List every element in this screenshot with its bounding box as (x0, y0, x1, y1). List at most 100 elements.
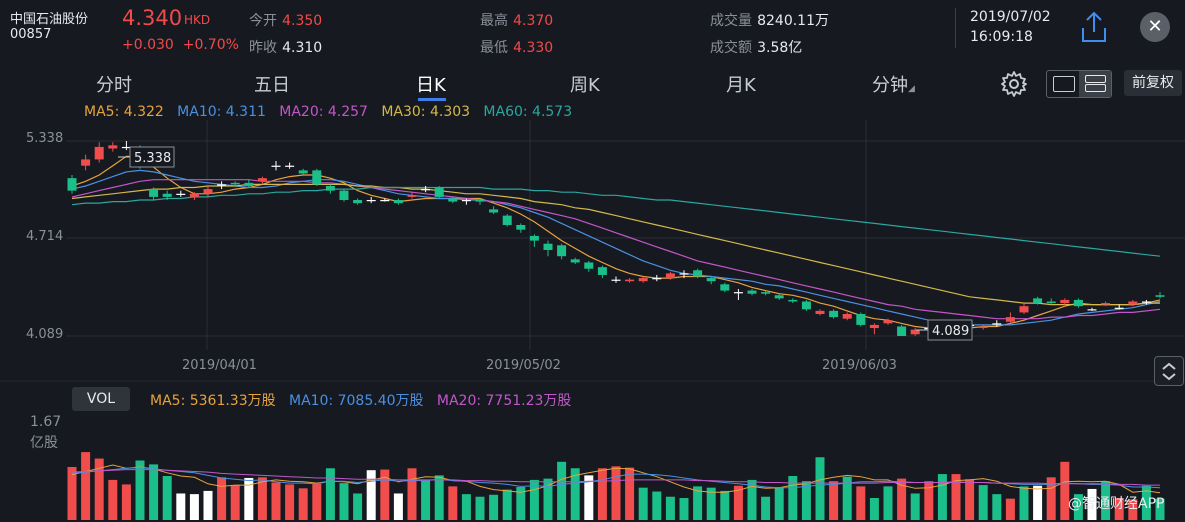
ma30-legend: MA30: 4.303 (381, 104, 471, 120)
open-stat: 今开 4.350 (249, 10, 322, 30)
volume-bar (475, 496, 485, 520)
tab-weekly-k[interactable]: 周K (570, 75, 600, 96)
active-tab-indicator (418, 98, 446, 101)
candle-body (353, 200, 363, 204)
volume-bar (121, 484, 131, 520)
tab-minute-label: 分钟 (872, 75, 908, 96)
low-value: 4.330 (513, 40, 554, 56)
volume-bar (271, 482, 281, 520)
stock-name: 中国石油股份 (10, 12, 89, 27)
dual-panel-icon-bottom (1085, 84, 1106, 92)
low-stat: 最低 4.330 (480, 37, 553, 57)
volume-bar (638, 487, 648, 520)
candle-body (271, 165, 281, 167)
candle-body (597, 267, 607, 275)
candle-body (217, 184, 227, 186)
vol-ma20-legend: MA20: 7751.23万股 (436, 393, 572, 409)
candle-body (516, 224, 526, 230)
ma-line-ma10 (71, 169, 1161, 326)
volume-bar (461, 494, 471, 520)
volume-bar (67, 466, 77, 520)
volume-bar (529, 479, 539, 520)
tab-minute[interactable]: 分钟◢ (872, 71, 915, 97)
max-price-marker: 5.338 (134, 151, 171, 166)
tab-intraday[interactable]: 分时 (96, 75, 132, 96)
volume-bar (135, 460, 145, 520)
volume-bar (625, 467, 635, 520)
volume-bar (407, 468, 417, 520)
volume-bar (1005, 498, 1015, 520)
single-panel-icon[interactable] (1053, 76, 1075, 92)
volume-bar (978, 485, 988, 520)
ma-line-ma20 (71, 179, 1161, 320)
volume-bar (706, 487, 716, 520)
candle-body (366, 200, 376, 202)
candle-body (244, 182, 254, 186)
candle-body (489, 209, 499, 213)
candle-body (570, 259, 580, 263)
candle-body (502, 215, 512, 225)
volume-bar (543, 478, 553, 520)
dual-panel-option[interactable] (1079, 71, 1111, 97)
dual-panel-icon-top (1085, 75, 1106, 83)
ma20-legend: MA20: 4.257 (279, 104, 368, 120)
volume-bar (217, 477, 227, 520)
vol-indicator-button[interactable]: VOL (72, 387, 130, 411)
volume-bar (203, 490, 213, 520)
candle-body (230, 182, 240, 185)
ma60-legend: MA60: 4.573 (483, 104, 573, 120)
volume-bar (434, 475, 444, 520)
candle-body (733, 292, 743, 294)
candle-body (461, 200, 471, 202)
candle-body (1155, 295, 1165, 297)
volume-bar (747, 479, 757, 520)
volume-bar (298, 488, 308, 520)
layout-toggle[interactable] (1046, 70, 1112, 98)
candle-body (1114, 307, 1124, 309)
prev-close-stat: 昨收 4.310 (249, 37, 322, 57)
gear-icon (1001, 71, 1027, 97)
candle-body (1019, 306, 1029, 313)
high-value: 4.370 (513, 13, 554, 29)
tab-daily-k[interactable]: 日K (416, 75, 446, 96)
volume-bar (733, 485, 743, 520)
header-divider (955, 8, 956, 48)
candle-body (1033, 298, 1043, 304)
price-adjust-button[interactable]: 前复权 (1124, 70, 1182, 96)
volume-bar (801, 481, 811, 520)
candle-body (1087, 309, 1097, 311)
candle-body (856, 313, 866, 325)
volume-bar (1141, 485, 1151, 520)
close-button[interactable]: ✕ (1140, 12, 1170, 42)
candle-body (910, 329, 920, 335)
volume-bar (285, 484, 295, 520)
volume-bar (1046, 477, 1056, 520)
tab-monthly-k[interactable]: 月K (726, 75, 756, 96)
share-icon (1082, 11, 1106, 42)
candle-body (1128, 301, 1138, 305)
volume-stat: 成交量 8240.11万 (710, 10, 829, 30)
tab-five-day[interactable]: 五日 (254, 75, 290, 96)
settings-button[interactable] (1000, 70, 1028, 98)
volume-bar (897, 478, 907, 520)
candle-body (189, 193, 199, 197)
min-marker-box (927, 319, 973, 341)
candle-body (407, 195, 417, 197)
candle-body (652, 278, 662, 280)
candle-body (625, 279, 635, 282)
price-axis-bottom: 4.089 (26, 327, 64, 342)
candle-body (1141, 301, 1151, 303)
candle-body (312, 170, 322, 185)
volume-bar (774, 487, 784, 520)
candle-body (176, 193, 186, 195)
ma-line-ma60 (71, 186, 1161, 257)
candle-body (761, 292, 771, 294)
volume-bar (1060, 461, 1070, 520)
candle-body (380, 200, 390, 202)
share-button[interactable] (1078, 10, 1110, 44)
expand-toggle-button[interactable] (1154, 356, 1184, 386)
candle-body (121, 146, 131, 149)
volume-bar (883, 486, 893, 520)
currency-label: HKD (184, 13, 211, 27)
